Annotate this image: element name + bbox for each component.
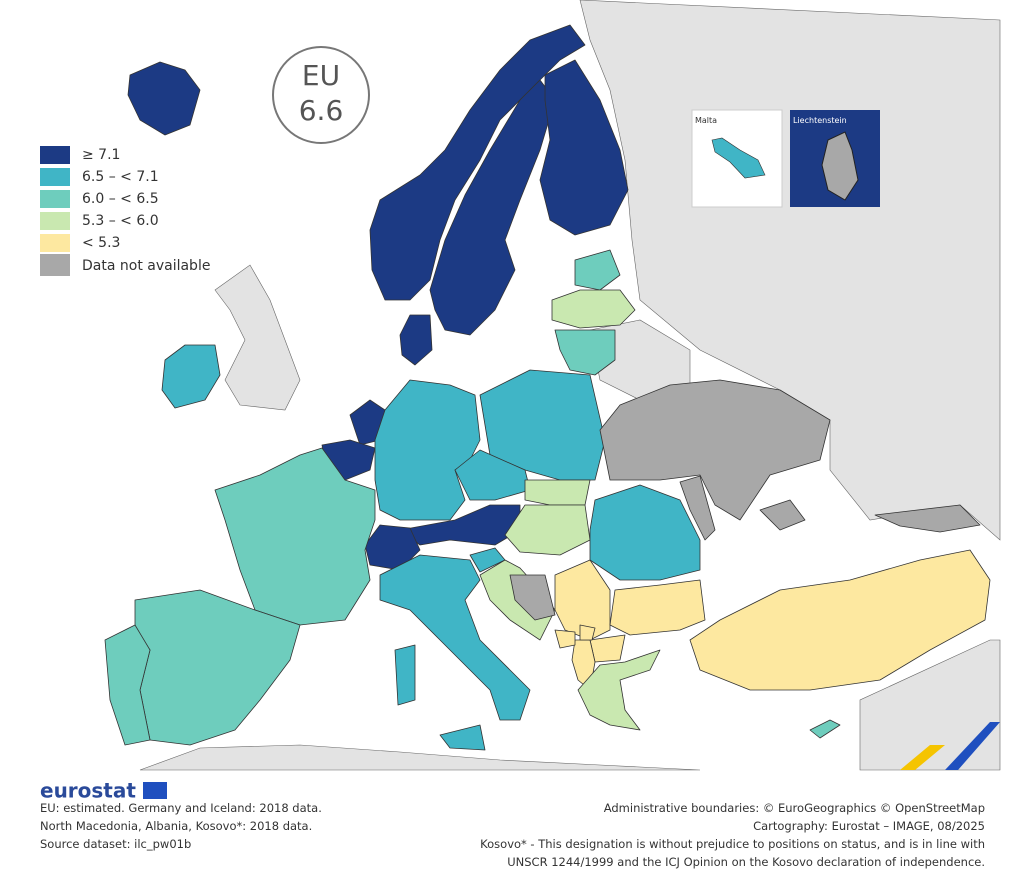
legend-swatch [40, 234, 70, 252]
slovakia [524, 479, 591, 506]
germany [374, 379, 481, 521]
north-macedonia [589, 634, 626, 663]
kosovo [579, 624, 596, 641]
credit: Administrative boundaries: © EuroGeograp… [604, 801, 985, 815]
portugal [104, 624, 151, 746]
footnote: EU: estimated. Germany and Iceland: 2018… [40, 801, 322, 815]
serbia [554, 559, 611, 641]
ukraine [599, 379, 831, 521]
credit: Kosovo* - This designation is without pr… [480, 837, 985, 851]
italy [379, 554, 531, 721]
hungary [504, 504, 591, 556]
legend-label: 5.3 – < 6.0 [82, 213, 159, 229]
sardinia [394, 644, 416, 706]
lithuania [554, 329, 616, 376]
legend-swatch [40, 146, 70, 164]
eu-badge [272, 46, 370, 144]
logo: eurostat [40, 779, 136, 803]
denmark [399, 314, 433, 366]
credit: UNSCR 1244/1999 and the ICJ Opinion on t… [507, 855, 985, 869]
sicily [439, 724, 486, 751]
turkey [689, 549, 991, 691]
crimea [759, 499, 806, 531]
ribbon [945, 722, 1000, 770]
georgia [874, 504, 981, 533]
eu-value: 6.6 [299, 94, 344, 127]
legend: ≥ 7.1 6.5 – < 7.1 6.0 – < 6.5 5.3 – < 6.0 < … [40, 146, 210, 276]
bosnia [509, 574, 556, 621]
liechtenstein [821, 131, 859, 201]
eu-label: EU [302, 59, 340, 92]
inset-label: Liechtenstein [793, 116, 847, 125]
iceland [127, 61, 201, 136]
legend-label: < 5.3 [82, 235, 120, 251]
inset-label: Malta [695, 116, 717, 125]
ribbon [900, 745, 945, 770]
estonia [574, 249, 621, 291]
latvia [551, 289, 636, 329]
footer: EU: estimated. Germany and Iceland: 2018… [40, 801, 985, 869]
cyprus [809, 719, 841, 739]
ireland [161, 344, 221, 409]
greece [577, 649, 661, 731]
north-africa [139, 744, 701, 771]
legend-label: 6.5 – < 7.1 [82, 169, 159, 185]
bulgaria [609, 579, 706, 636]
montenegro [554, 629, 576, 649]
eu-flag [143, 782, 167, 799]
footnote: North Macedonia, Albania, Kosovo*: 2018 … [40, 819, 312, 833]
malta [711, 137, 766, 179]
legend-label: Data not available [82, 258, 210, 274]
romania [589, 484, 701, 581]
legend-label: 6.0 – < 6.5 [82, 191, 159, 207]
legend-label: ≥ 7.1 [82, 147, 120, 163]
legend-swatch [40, 254, 70, 276]
uk [214, 264, 301, 411]
sweden [429, 79, 556, 336]
credit: Cartography: Eurostat – IMAGE, 08/2025 [753, 819, 985, 833]
legend-swatch [40, 190, 70, 208]
switzerland [364, 524, 421, 571]
france [214, 447, 376, 626]
legend-swatch [40, 168, 70, 186]
footnote: Source dataset: ilc_pw01b [40, 837, 191, 851]
legend-swatch [40, 212, 70, 230]
countries [104, 24, 991, 751]
moldova [679, 475, 716, 541]
finland [539, 59, 629, 236]
middle-east [859, 639, 1001, 771]
